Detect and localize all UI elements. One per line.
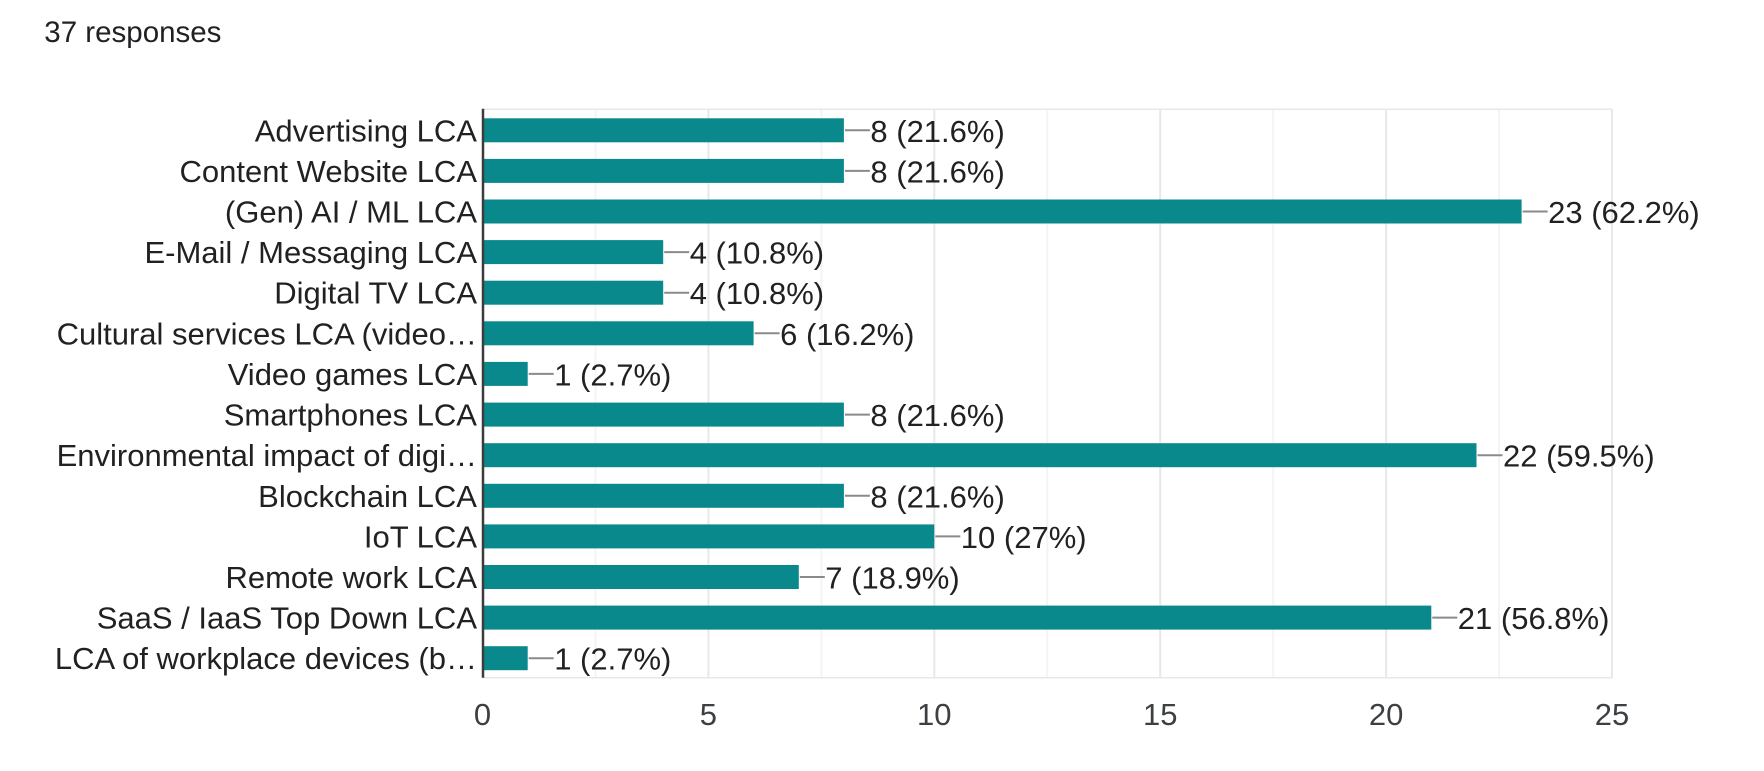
svg-text:4 (10.8%): 4 (10.8%) [690, 276, 824, 311]
svg-text:IoT LCA: IoT LCA [364, 519, 477, 554]
svg-text:10 (27%): 10 (27%) [961, 520, 1087, 555]
svg-text:22 (59.5%): 22 (59.5%) [1503, 439, 1655, 474]
svg-text:Environmental impact of digi…: Environmental impact of digi… [57, 438, 477, 473]
svg-text:8 (21.6%): 8 (21.6%) [870, 479, 1004, 514]
svg-text:SaaS / IaaS Top Down LCA: SaaS / IaaS Top Down LCA [97, 601, 478, 636]
svg-text:6 (16.2%): 6 (16.2%) [780, 317, 914, 352]
svg-text:4 (10.8%): 4 (10.8%) [690, 236, 824, 271]
svg-text:Cultural services LCA (video…: Cultural services LCA (video… [57, 316, 477, 351]
svg-text:1 (2.7%): 1 (2.7%) [554, 357, 671, 392]
svg-text:(Gen) AI / ML LCA: (Gen) AI / ML LCA [225, 195, 477, 230]
svg-text:37 responses: 37 responses [44, 16, 221, 49]
svg-text:20: 20 [1369, 697, 1403, 732]
svg-text:21 (56.8%): 21 (56.8%) [1458, 601, 1610, 636]
svg-text:15: 15 [1143, 697, 1177, 732]
svg-text:8 (21.6%): 8 (21.6%) [870, 154, 1004, 189]
svg-text:25: 25 [1595, 697, 1629, 732]
svg-text:Remote work LCA: Remote work LCA [225, 560, 477, 595]
svg-text:LCA of workplace devices (b…: LCA of workplace devices (b… [55, 641, 477, 676]
svg-text:8 (21.6%): 8 (21.6%) [870, 114, 1004, 149]
svg-text:Smartphones LCA: Smartphones LCA [224, 398, 478, 433]
svg-text:1 (2.7%): 1 (2.7%) [554, 642, 671, 677]
svg-text:7 (18.9%): 7 (18.9%) [825, 561, 959, 596]
svg-text:8 (21.6%): 8 (21.6%) [870, 398, 1004, 433]
svg-text:Blockchain LCA: Blockchain LCA [258, 479, 477, 514]
svg-text:10: 10 [917, 697, 951, 732]
svg-text:5: 5 [700, 697, 717, 732]
svg-text:Video games LCA: Video games LCA [228, 357, 478, 392]
svg-text:Content Website LCA: Content Website LCA [179, 154, 477, 189]
svg-text:23 (62.2%): 23 (62.2%) [1548, 195, 1700, 230]
svg-text:Advertising LCA: Advertising LCA [255, 113, 478, 148]
svg-text:E-Mail / Messaging LCA: E-Mail / Messaging LCA [144, 235, 477, 270]
svg-text:0: 0 [474, 697, 491, 732]
svg-text:Digital TV LCA: Digital TV LCA [274, 276, 477, 311]
